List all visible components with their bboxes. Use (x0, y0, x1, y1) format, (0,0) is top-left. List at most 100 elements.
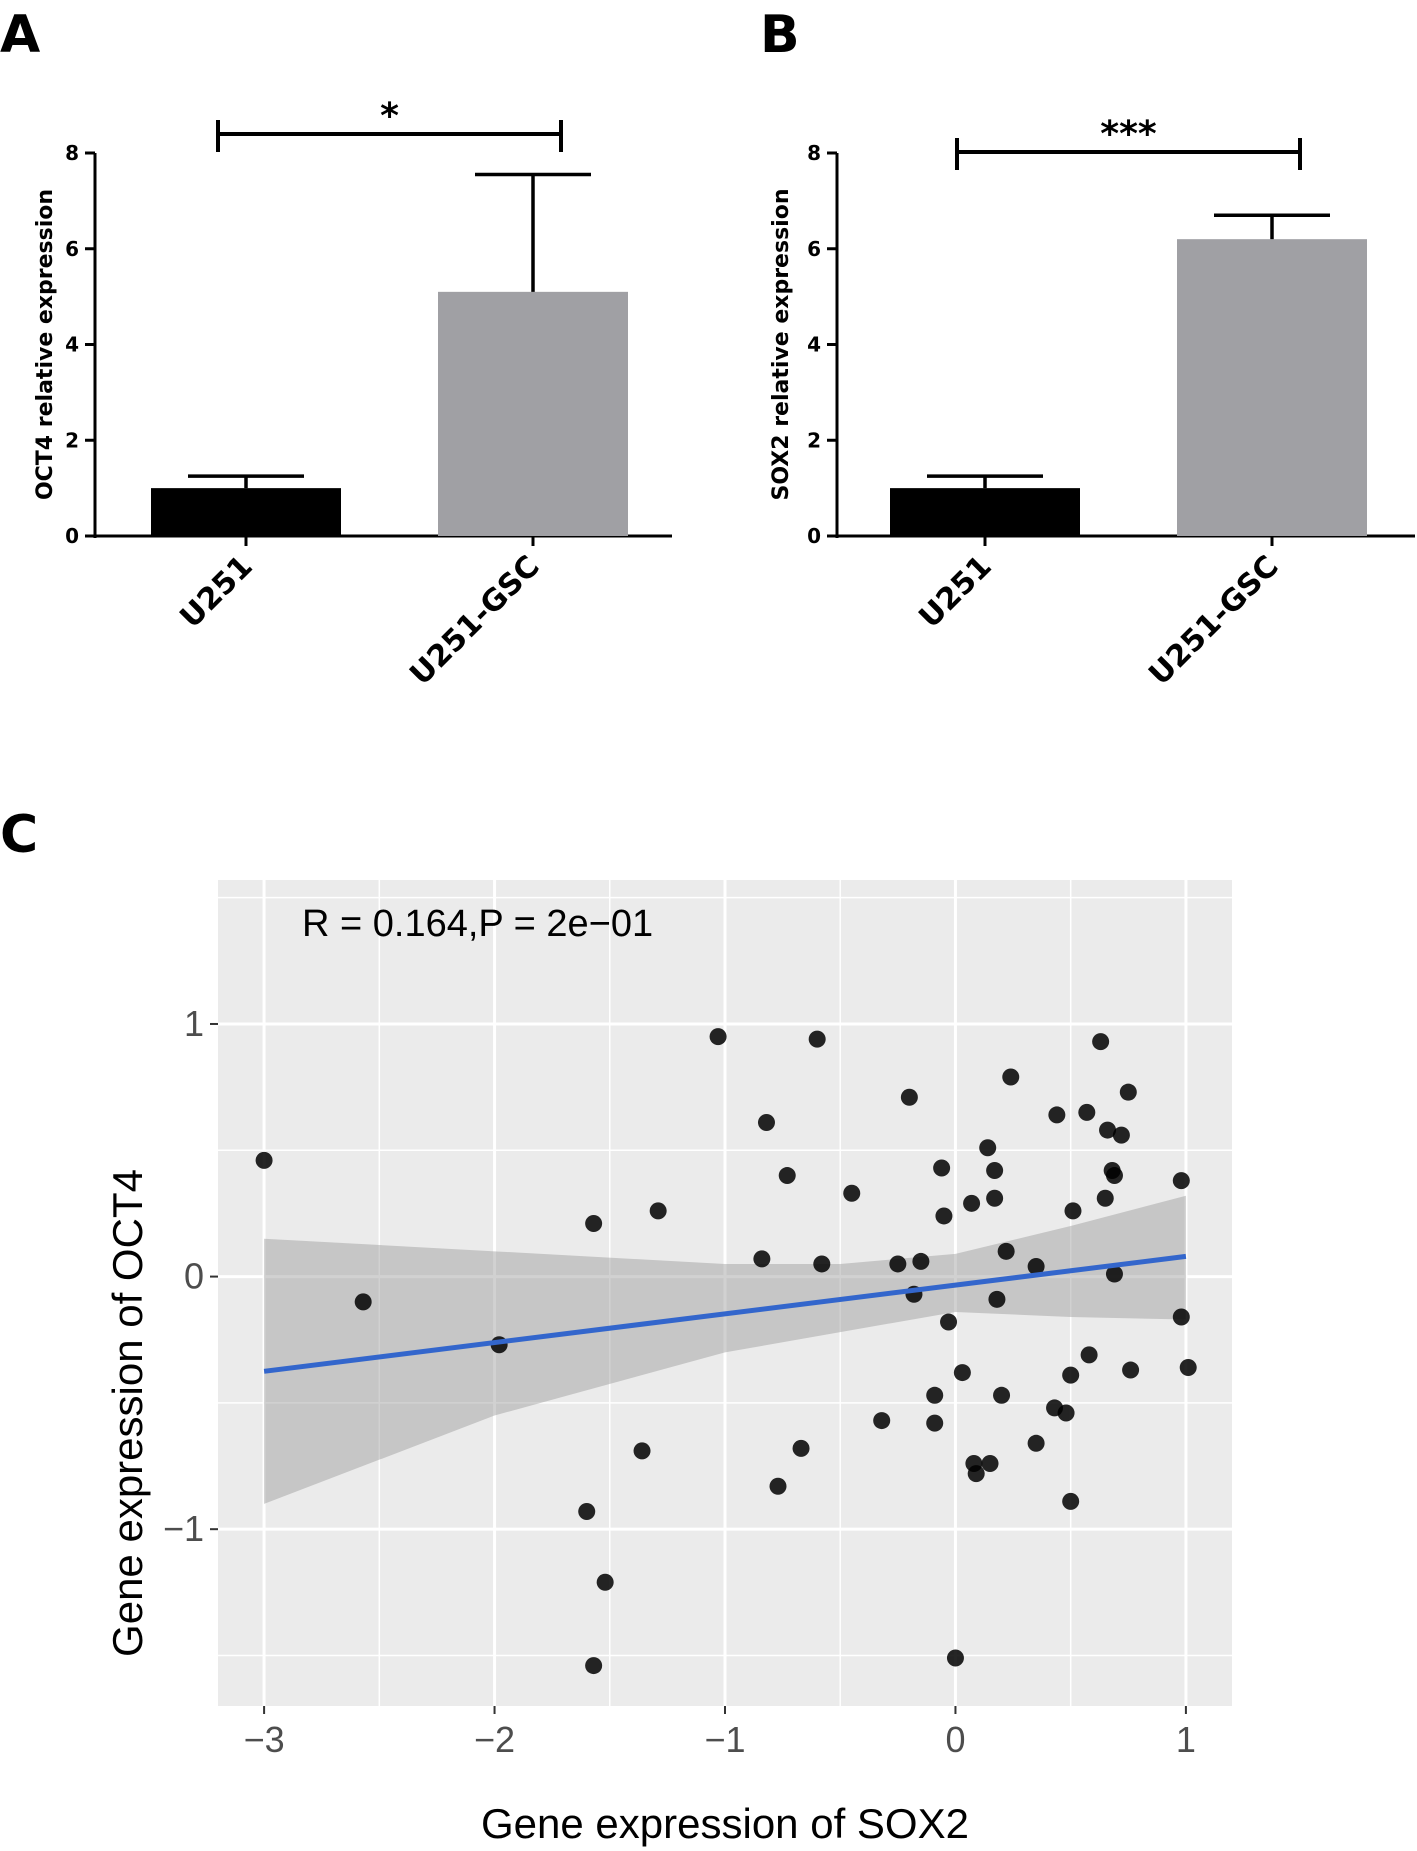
data-point (1105, 1265, 1123, 1283)
data-point (585, 1657, 603, 1675)
data-point (873, 1412, 891, 1430)
data-point (900, 1088, 918, 1106)
data-point (946, 1649, 964, 1667)
data-point (933, 1159, 951, 1177)
y-tick-label: −1 (163, 1508, 204, 1549)
y-axis-label: Gene expression of OCT4 (104, 1169, 151, 1657)
bar-chart-oct4: 0 2 4 6 8 U251 U251-GSC OCT4 relative expres… (33, 96, 672, 692)
bar-chart-sox2: 0 2 4 6 8 U251 U251-GSC SOX2 relative expres… (769, 114, 1415, 692)
data-point (778, 1167, 796, 1185)
y-tick-label: 4 (65, 333, 79, 357)
data-point (940, 1313, 958, 1331)
y-tick-label: 4 (807, 333, 821, 357)
bar (438, 291, 628, 536)
data-point (953, 1364, 971, 1382)
y-tick-label: 6 (807, 237, 821, 261)
data-point (753, 1250, 771, 1268)
bar (151, 488, 341, 536)
regression-line (263, 1253, 1187, 1374)
data-point (1027, 1434, 1045, 1452)
data-point (585, 1215, 603, 1233)
y-tick-label: 2 (807, 428, 821, 452)
y-tick-label: 8 (65, 141, 79, 165)
y-tick-label: 0 (807, 524, 821, 548)
confidence-band (264, 1195, 1186, 1504)
data-point (578, 1502, 596, 1520)
y-axis-ticks: 0 2 4 6 8 (65, 141, 95, 548)
x-tick-label: −3 (244, 1719, 285, 1760)
significance-bracket: * (216, 96, 563, 152)
data-point (926, 1386, 944, 1404)
correlation-annotation: R = 0.164,P = 2e−01 (302, 903, 653, 945)
data-point (926, 1414, 944, 1432)
data-point (1119, 1083, 1137, 1101)
data-point (633, 1442, 651, 1460)
data-point (993, 1386, 1011, 1404)
y-axis-ticks: −1 0 1 (163, 1003, 218, 1549)
data-point (255, 1151, 273, 1169)
category-label: U251-GSC (403, 549, 546, 692)
significance-bracket: *** (955, 114, 1302, 170)
data-point (1105, 1167, 1123, 1185)
data-point (792, 1439, 810, 1457)
data-point (1062, 1366, 1080, 1384)
data-point (981, 1455, 999, 1473)
y-axis-label: OCT4 relative expression (33, 189, 58, 500)
data-point (596, 1573, 614, 1591)
x-tick-label: 1 (1176, 1719, 1196, 1760)
data-point (1048, 1106, 1066, 1124)
data-point (1122, 1361, 1140, 1379)
data-point (1064, 1202, 1082, 1220)
x-tick-label: −1 (704, 1719, 745, 1760)
bar (890, 488, 1080, 536)
data-point (1179, 1359, 1197, 1377)
y-axis-label: SOX2 relative expression (769, 189, 794, 501)
panel-label-b: B (760, 5, 800, 65)
data-point (709, 1028, 727, 1046)
panel-label-c: C (0, 805, 38, 865)
y-tick-label: 8 (807, 141, 821, 165)
bar (1177, 239, 1367, 537)
y-tick-label: 6 (65, 237, 79, 261)
data-point (1057, 1404, 1075, 1422)
data-point (1080, 1346, 1098, 1364)
data-point (757, 1113, 775, 1131)
data-point (649, 1202, 667, 1220)
data-point (1062, 1492, 1080, 1510)
data-point (1099, 1121, 1117, 1139)
data-point (1096, 1189, 1114, 1207)
category-label: U251-GSC (1142, 549, 1285, 692)
y-tick-label: 2 (65, 428, 79, 452)
x-tick-label: −2 (474, 1719, 515, 1760)
data-point (769, 1477, 787, 1495)
category-labels: U251 U251-GSC (173, 549, 546, 692)
data-point (986, 1161, 1004, 1179)
data-point (1092, 1033, 1110, 1051)
data-point (1112, 1126, 1130, 1144)
scatter-plot: −3 −2 −1 0 1 −1 0 1 R = 0.164,P = 2e−01 Gene e… (104, 880, 1232, 1847)
x-axis-label: Gene expression of SOX2 (481, 1800, 969, 1847)
data-point (935, 1207, 953, 1225)
data-point (843, 1184, 861, 1202)
data-point (986, 1189, 1004, 1207)
x-axis-ticks: −3 −2 −1 0 1 (244, 1706, 1196, 1760)
bar-marks (151, 172, 628, 546)
data-points (255, 1028, 1197, 1675)
y-tick-label: 0 (184, 1256, 204, 1297)
data-point (354, 1293, 372, 1311)
data-point (912, 1252, 930, 1270)
y-axis-ticks: 0 2 4 6 8 (807, 141, 837, 548)
y-tick-label: 0 (65, 524, 79, 548)
data-point (1172, 1172, 1190, 1190)
significance-marker: *** (1100, 114, 1157, 155)
y-tick-label: 1 (184, 1003, 204, 1044)
data-point (967, 1465, 985, 1483)
data-point (813, 1255, 831, 1273)
data-point (979, 1139, 997, 1157)
category-label: U251 (912, 549, 998, 635)
data-point (1027, 1257, 1045, 1275)
data-point (1172, 1308, 1190, 1326)
data-point (1078, 1103, 1096, 1121)
data-point (997, 1242, 1015, 1260)
